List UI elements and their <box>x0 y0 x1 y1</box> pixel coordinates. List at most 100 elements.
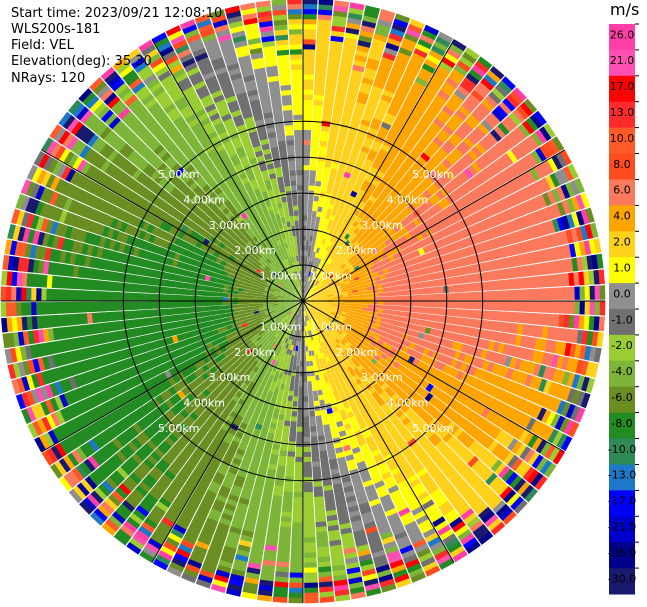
velocity-gate <box>437 176 448 187</box>
velocity-gate <box>329 131 338 139</box>
velocity-gate <box>293 360 297 367</box>
velocity-gate <box>598 269 605 285</box>
velocity-gate <box>308 301 314 303</box>
velocity-gate <box>313 286 319 291</box>
velocity-gate <box>321 207 328 214</box>
velocity-gate <box>393 61 407 71</box>
velocity-gate <box>466 133 479 146</box>
velocity-gate <box>468 301 475 310</box>
velocity-gate <box>332 237 339 245</box>
velocity-gate <box>527 135 540 150</box>
velocity-gate <box>289 380 295 387</box>
velocity-gate <box>303 346 306 352</box>
velocity-gate <box>403 301 410 307</box>
velocity-gate <box>316 34 330 41</box>
velocity-gate <box>459 170 470 182</box>
velocity-gate <box>360 280 367 286</box>
velocity-gate <box>404 215 413 224</box>
velocity-gate <box>459 196 469 208</box>
velocity-gate <box>519 216 529 229</box>
velocity-gate <box>381 283 388 289</box>
velocity-gate <box>393 93 406 104</box>
velocity-gate <box>485 261 493 272</box>
velocity-gate <box>367 307 374 312</box>
velocity-gate <box>318 221 324 228</box>
velocity-gate <box>325 257 331 263</box>
velocity-gate <box>326 224 332 231</box>
velocity-gate <box>504 290 510 301</box>
velocity-gate <box>392 310 399 316</box>
velocity-gate <box>347 265 354 271</box>
velocity-gate <box>291 527 303 533</box>
velocity-gate <box>409 150 420 160</box>
velocity-gate <box>294 477 303 483</box>
velocity-gate <box>333 250 339 257</box>
velocity-gate <box>313 301 319 303</box>
velocity-gate <box>518 188 529 202</box>
velocity-gate <box>335 222 342 230</box>
velocity-gate <box>305 351 309 357</box>
velocity-gate <box>428 78 443 90</box>
velocity-gate <box>417 224 426 233</box>
velocity-gate <box>303 169 310 176</box>
velocity-gate <box>410 270 417 278</box>
velocity-gate <box>421 274 428 282</box>
velocity-gate <box>312 295 318 298</box>
velocity-gate <box>343 226 350 234</box>
velocity-gate <box>390 199 399 209</box>
velocity-gate <box>368 207 376 215</box>
velocity-gate <box>365 62 379 71</box>
velocity-gate <box>309 282 313 288</box>
velocity-gate <box>308 185 315 191</box>
velocity-gate <box>330 254 336 261</box>
velocity-gate <box>378 296 384 301</box>
velocity-gate <box>312 236 317 242</box>
velocity-gate <box>358 274 365 280</box>
velocity-gate <box>418 95 432 107</box>
velocity-gate <box>482 271 489 282</box>
velocity-gate <box>392 286 399 292</box>
velocity-gate <box>394 116 406 127</box>
velocity-gate <box>531 150 543 165</box>
velocity-gate <box>553 314 560 327</box>
velocity-gate <box>368 297 374 301</box>
velocity-gate <box>318 301 324 304</box>
velocity-gate <box>464 117 477 130</box>
velocity-gate <box>437 230 446 239</box>
velocity-gate <box>461 101 475 114</box>
velocity-gate <box>355 259 363 266</box>
velocity-gate <box>379 259 386 266</box>
velocity-gate <box>528 212 538 226</box>
velocity-gate <box>328 281 334 286</box>
velocity-gate <box>473 126 486 139</box>
velocity-gate <box>437 147 449 158</box>
velocity-gate <box>529 167 541 182</box>
velocity-gate <box>323 255 329 262</box>
velocity-gate <box>453 88 468 101</box>
velocity-gate <box>349 278 355 283</box>
velocity-gate <box>303 149 311 156</box>
velocity-gate <box>303 139 311 146</box>
velocity-gate <box>325 192 332 199</box>
velocity-gate <box>332 15 347 23</box>
velocity-gate <box>482 151 495 165</box>
velocity-gate <box>369 47 383 57</box>
velocity-gate <box>429 206 438 216</box>
velocity-gate <box>478 282 485 291</box>
velocity-gate <box>495 225 505 237</box>
velocity-gate <box>329 214 336 221</box>
velocity-gate <box>457 275 464 284</box>
velocity-gate <box>549 301 556 314</box>
velocity-gate <box>362 15 378 24</box>
velocity-gate <box>417 282 424 289</box>
velocity-gate <box>538 313 545 326</box>
velocity-gate <box>304 285 306 292</box>
velocity-gate <box>305 341 308 347</box>
velocity-gate <box>467 149 479 161</box>
velocity-gate <box>476 185 486 198</box>
velocity-gate <box>463 292 470 301</box>
velocity-gate <box>442 227 451 237</box>
velocity-gate <box>392 121 404 131</box>
velocity-gate <box>353 298 359 301</box>
velocity-gate <box>568 315 575 329</box>
